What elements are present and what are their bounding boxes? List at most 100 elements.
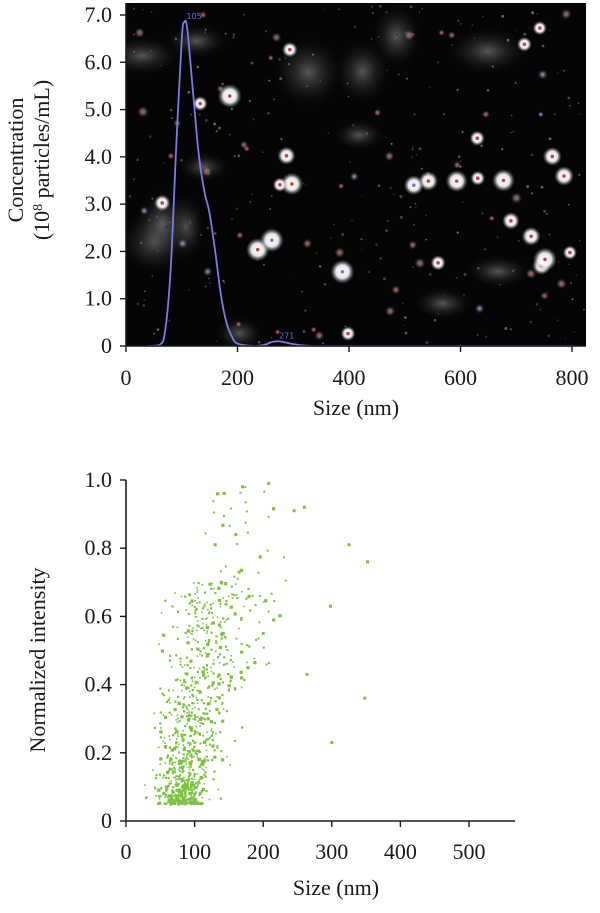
- scatter-point: [190, 648, 193, 651]
- scatter-point: [195, 782, 197, 784]
- scatter-point: [182, 748, 186, 752]
- scatter-point: [205, 654, 209, 658]
- micrograph-speck: [365, 131, 369, 135]
- scatter-point: [213, 588, 215, 590]
- scatter-point: [181, 738, 184, 741]
- scatter-point: [201, 584, 204, 586]
- scatter-point: [180, 759, 182, 762]
- micrograph-speck: [278, 57, 281, 61]
- micrograph-speck: [413, 113, 416, 116]
- scatter-point: [203, 712, 206, 715]
- scatter-point: [229, 681, 231, 683]
- micrograph-speck: [491, 65, 494, 68]
- scatter-point: [182, 796, 185, 799]
- scatter-point: [184, 758, 187, 761]
- scatter-point: [194, 615, 197, 618]
- scatter-point: [204, 640, 207, 642]
- scatter-point-outlier: [363, 696, 367, 700]
- x-tick-label: 300: [315, 839, 348, 864]
- scatter-point: [221, 681, 224, 684]
- scatter-point: [193, 795, 196, 798]
- scatter-point: [195, 752, 198, 756]
- peak-label: 105: [187, 12, 202, 21]
- scatter-point: [174, 783, 176, 786]
- micrograph-speck: [230, 217, 234, 221]
- scatter-point: [193, 772, 196, 775]
- micrograph-speck: [351, 219, 353, 222]
- scatter-point: [162, 777, 164, 779]
- scatter-point: [194, 609, 197, 612]
- scatter-point: [188, 714, 191, 716]
- scatter-point: [194, 676, 196, 678]
- particle-marker: [339, 184, 343, 188]
- y-tick-label: 1.0: [85, 467, 113, 492]
- scatter-point: [190, 783, 194, 787]
- scatter-point: [184, 672, 186, 675]
- scatter-point: [177, 743, 180, 746]
- micrograph-speck: [501, 148, 504, 151]
- micrograph-speck: [433, 319, 437, 322]
- scatter-point: [182, 799, 185, 801]
- scatter-point: [191, 633, 193, 635]
- scatter-point: [204, 718, 207, 721]
- scatter-point: [218, 646, 221, 649]
- scatter-point: [196, 689, 198, 692]
- scatter-point: [192, 802, 195, 805]
- scatter-point: [191, 801, 193, 804]
- micrograph-speck: [269, 208, 271, 210]
- scatter-point: [204, 771, 207, 774]
- scatter-point: [162, 694, 165, 697]
- scatter-point: [170, 748, 174, 752]
- scatter-point: [172, 734, 175, 737]
- micrograph-speck: [548, 137, 552, 141]
- scatter-point: [178, 783, 180, 785]
- scatter-point: [193, 755, 195, 758]
- scatter-point: [194, 682, 197, 685]
- scatter-point: [196, 629, 198, 632]
- scatter-point: [243, 605, 245, 608]
- scatter-point: [167, 689, 170, 691]
- micrograph-speck: [230, 107, 234, 111]
- micrograph-speck: [410, 156, 413, 159]
- micrograph-speck: [547, 334, 550, 338]
- micrograph-speck: [262, 263, 266, 266]
- scatter-point: [213, 721, 216, 724]
- x-axis-ticks: 0 200 400 600 800: [121, 346, 589, 390]
- scatter-point: [183, 764, 185, 767]
- scatter-point: [164, 796, 167, 799]
- scatter-point: [265, 663, 268, 666]
- scatter-point: [153, 712, 156, 715]
- micrograph-speck: [409, 5, 413, 9]
- scatter-point: [144, 784, 146, 786]
- scatter-point: [189, 735, 191, 738]
- scatter-point: [193, 713, 196, 717]
- scatter-point: [185, 756, 188, 758]
- y-tick-label: 0.2: [85, 740, 113, 765]
- scatter-point: [209, 720, 213, 724]
- scatter-point: [184, 803, 186, 805]
- scatter-point: [249, 609, 252, 612]
- peak-annotations: 105 271: [187, 12, 295, 340]
- scatter-point: [195, 696, 198, 699]
- micrograph-speck: [553, 113, 556, 116]
- scatter-point: [201, 787, 205, 791]
- scatter-point: [243, 678, 246, 681]
- scatter-point: [196, 681, 199, 683]
- scatter-point: [206, 630, 209, 632]
- scatter-point: [164, 762, 167, 764]
- scatter-point: [204, 707, 207, 710]
- scatter-point: [215, 650, 217, 653]
- y-tick-label: 4.0: [85, 144, 113, 169]
- scatter-point: [196, 586, 198, 589]
- micrograph-speck: [305, 183, 307, 186]
- scatter-point: [225, 603, 228, 606]
- scatter-point: [197, 716, 199, 718]
- scatter-point: [166, 756, 169, 759]
- scatter-point: [180, 595, 183, 598]
- micrograph-speck: [539, 308, 542, 311]
- micrograph-speck: [402, 324, 405, 326]
- scatter-point: [219, 602, 222, 605]
- micrograph-haze: [463, 253, 533, 289]
- scatter-point: [220, 637, 223, 640]
- scatter-point: [189, 762, 193, 766]
